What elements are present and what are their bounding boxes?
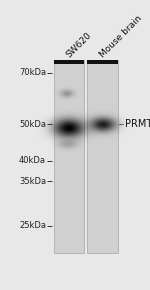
Text: Mouse brain: Mouse brain	[98, 14, 144, 59]
Text: SW620: SW620	[65, 30, 93, 59]
Bar	[54, 61, 84, 64]
Bar	[87, 61, 118, 64]
Text: 35kDa: 35kDa	[19, 177, 46, 186]
Text: 25kDa: 25kDa	[19, 221, 46, 230]
Bar	[54, 61, 84, 253]
Text: 40kDa: 40kDa	[19, 157, 46, 166]
Text: 50kDa: 50kDa	[19, 119, 46, 129]
Text: 70kDa: 70kDa	[19, 68, 46, 77]
Bar	[87, 61, 118, 253]
Text: PRMT1: PRMT1	[124, 119, 150, 129]
